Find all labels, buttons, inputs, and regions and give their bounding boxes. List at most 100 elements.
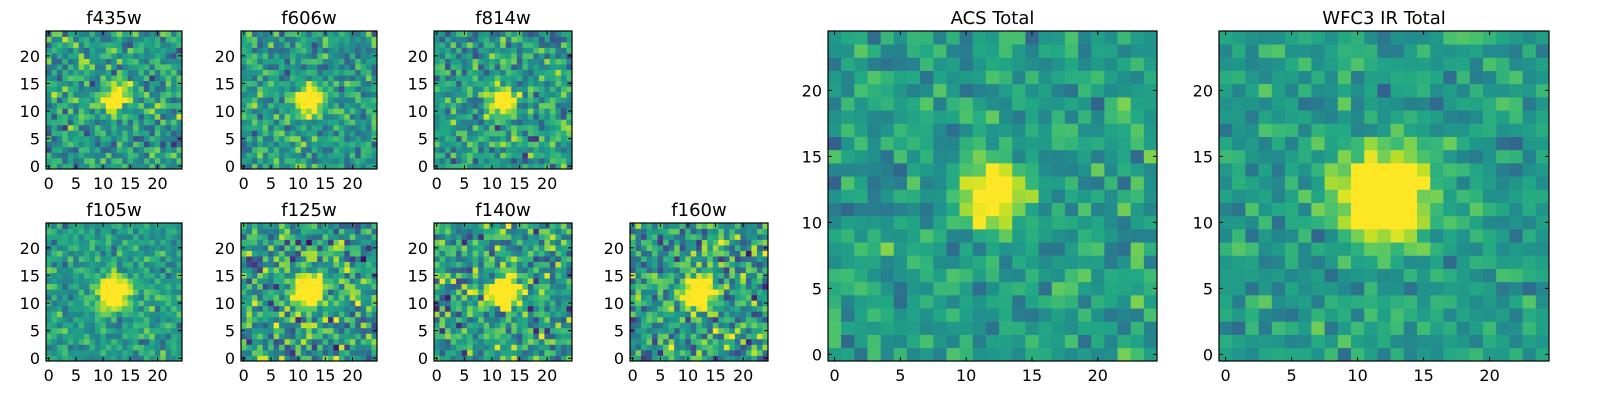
cell xyxy=(246,289,253,296)
cell xyxy=(251,338,258,345)
cell xyxy=(127,146,134,153)
cell xyxy=(511,333,518,340)
cell xyxy=(273,146,280,153)
cell xyxy=(566,42,573,48)
cell xyxy=(73,261,79,268)
cell xyxy=(500,228,507,235)
cell xyxy=(143,36,150,43)
cell xyxy=(360,146,367,153)
cell xyxy=(241,349,247,356)
cell xyxy=(461,344,468,351)
cell xyxy=(701,278,708,285)
cell xyxy=(94,119,101,126)
cell xyxy=(445,305,451,312)
cell xyxy=(56,135,63,142)
cell xyxy=(94,267,101,274)
cell xyxy=(84,113,90,120)
cell xyxy=(284,344,291,351)
cell xyxy=(630,261,636,268)
cell xyxy=(456,228,462,235)
cell xyxy=(494,305,501,312)
cell xyxy=(56,272,63,279)
cell xyxy=(461,250,468,257)
cell xyxy=(533,239,540,246)
cell xyxy=(289,97,296,104)
cell xyxy=(906,308,921,322)
cell xyxy=(641,228,647,235)
cell xyxy=(461,322,468,329)
cell xyxy=(322,333,329,340)
cell xyxy=(762,338,769,345)
cell xyxy=(740,250,747,257)
cell xyxy=(641,333,647,340)
cell xyxy=(494,223,501,229)
cell xyxy=(701,239,708,246)
cell xyxy=(279,80,285,87)
cell xyxy=(511,36,518,43)
cell xyxy=(149,300,156,307)
cell xyxy=(560,355,567,362)
cell xyxy=(241,58,247,65)
cell xyxy=(344,256,351,262)
cell xyxy=(322,75,329,82)
cell xyxy=(300,97,307,104)
cell xyxy=(241,130,247,137)
cell xyxy=(149,261,156,268)
cell xyxy=(555,58,562,65)
cell xyxy=(734,256,741,262)
cell xyxy=(73,349,79,356)
cell xyxy=(333,245,340,251)
cell xyxy=(300,64,307,70)
cell xyxy=(289,278,296,285)
cell xyxy=(505,69,512,76)
cell xyxy=(67,261,74,268)
cell xyxy=(89,289,96,296)
cell xyxy=(712,305,719,312)
cell xyxy=(511,80,518,87)
cell xyxy=(494,75,501,82)
cell xyxy=(668,322,675,329)
cell xyxy=(149,97,156,104)
cell xyxy=(328,91,334,98)
cell xyxy=(311,250,318,257)
cell xyxy=(690,349,697,356)
cell xyxy=(62,80,69,87)
cell xyxy=(284,42,291,48)
cell xyxy=(635,338,642,345)
cell xyxy=(434,344,440,351)
cell xyxy=(522,53,529,59)
cell xyxy=(646,267,653,274)
cell xyxy=(257,31,264,37)
cell xyxy=(740,245,747,251)
cell xyxy=(246,333,253,340)
cell xyxy=(165,349,172,356)
cell xyxy=(533,344,540,351)
cell xyxy=(560,108,567,115)
cell xyxy=(306,278,313,285)
cell xyxy=(893,255,908,269)
cell xyxy=(439,245,446,251)
axes-frame-f160w xyxy=(629,222,769,362)
cell xyxy=(511,146,518,153)
cell xyxy=(73,228,79,235)
cell xyxy=(652,278,658,285)
cell xyxy=(544,272,551,279)
cell xyxy=(668,333,675,340)
y-tick-label: 0 xyxy=(418,157,428,176)
cell xyxy=(544,108,551,115)
cell xyxy=(311,228,318,235)
cell xyxy=(718,349,725,356)
cell xyxy=(349,97,356,104)
cell xyxy=(149,239,156,246)
cell xyxy=(62,124,69,131)
cell xyxy=(338,278,345,285)
cell xyxy=(1143,242,1158,256)
cell xyxy=(138,80,145,87)
cell xyxy=(549,108,556,115)
cell xyxy=(450,322,457,329)
cell xyxy=(154,108,161,115)
cell xyxy=(160,344,167,351)
cell xyxy=(171,322,177,329)
cell xyxy=(67,53,74,59)
cell xyxy=(284,113,291,120)
